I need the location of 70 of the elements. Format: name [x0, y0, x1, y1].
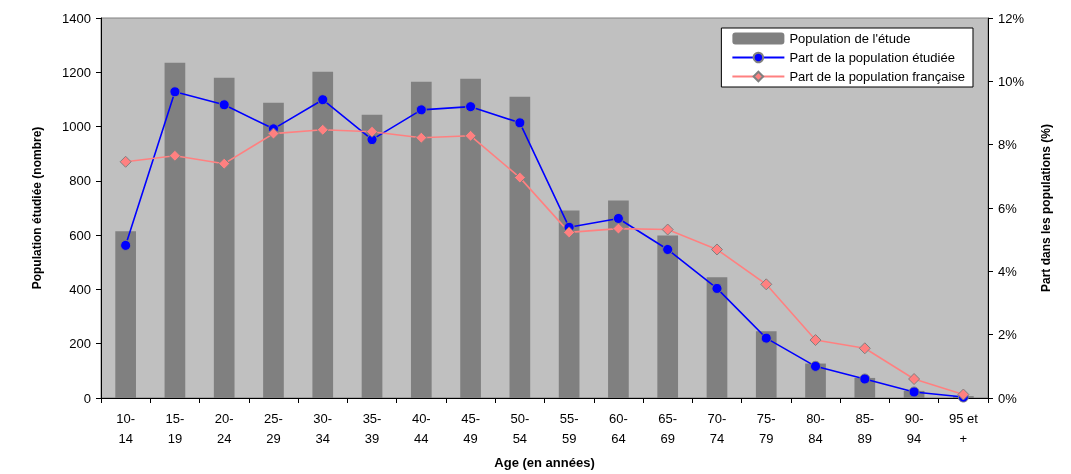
point [612, 222, 625, 235]
point [415, 131, 428, 144]
y-tick-label: 800 [69, 173, 91, 189]
x-tick-label: 75- 79 [756, 410, 776, 446]
legend-label: Part de la population étudiée [789, 50, 955, 65]
point [316, 123, 329, 136]
point [661, 223, 674, 236]
x-tick-label: 35- 39 [362, 410, 382, 446]
y-tick-label: 1000 [62, 119, 91, 135]
y2-tick-label: 4% [998, 263, 1018, 279]
point [169, 86, 181, 98]
y-tick-label: 0 [83, 390, 91, 406]
point [513, 171, 526, 184]
point [662, 243, 674, 255]
point [859, 373, 871, 385]
point [710, 243, 723, 256]
y-tick-label: 600 [69, 227, 91, 243]
point [415, 104, 427, 116]
point [366, 125, 379, 138]
y2-tick-label: 6% [998, 200, 1018, 216]
point [168, 149, 181, 162]
point [908, 373, 921, 385]
x-tick-label: 95 et + [948, 410, 979, 446]
point [908, 386, 920, 398]
legend-label: Part de la population française [789, 69, 966, 84]
x-tick-label: 55- 59 [559, 410, 579, 446]
x-tick-label: 80- 84 [806, 410, 825, 446]
x-tick-label: 10- 14 [116, 410, 136, 446]
y2-tick-label: 0% [998, 390, 1018, 406]
point [514, 117, 526, 129]
point [563, 226, 576, 239]
point [120, 239, 132, 251]
x-tick-label: 70- 74 [707, 410, 727, 446]
x-tick-label: 25- 29 [264, 410, 283, 446]
x-axis-title: Age (en années) [494, 455, 595, 470]
y2-tick-label: 10% [998, 73, 1025, 89]
point [218, 99, 230, 111]
point [465, 101, 477, 113]
y2-tick-label: 8% [998, 137, 1018, 153]
point [464, 129, 477, 142]
x-tick-label: 15- 19 [165, 410, 185, 446]
point [218, 157, 231, 170]
point [760, 332, 772, 344]
y-tick-label: 1400 [62, 10, 91, 26]
y-tick-label: 200 [69, 336, 91, 352]
point [810, 360, 822, 372]
y-tick-label: 400 [69, 281, 91, 297]
y-tick-label: 1200 [62, 64, 91, 80]
point [317, 94, 329, 106]
x-tick-label: 60- 64 [609, 410, 628, 446]
legend-label: Population de l'étude [789, 31, 911, 46]
point [809, 334, 822, 347]
point [760, 278, 773, 291]
x-tick-label: 90- 94 [904, 410, 924, 446]
point [612, 212, 624, 224]
x-tick-label: 85- 89 [855, 410, 875, 446]
x-tick-label: 50- 54 [510, 410, 530, 446]
y-axis-title: Population étudiée (nombre) [30, 126, 44, 290]
x-tick-label: 30- 34 [313, 410, 333, 446]
y2-tick-label: 2% [998, 327, 1018, 343]
y2-axis-title: Part dans les populations (%) [1039, 123, 1053, 293]
point [711, 282, 723, 294]
point [119, 155, 132, 168]
x-tick-label: 65- 69 [658, 410, 678, 446]
point [267, 127, 280, 140]
x-tick-label: 20- 24 [214, 410, 234, 446]
x-tick-label: 45- 49 [461, 410, 480, 446]
point [858, 342, 871, 355]
y2-tick-label: 12% [998, 10, 1025, 26]
x-tick-label: 40- 44 [411, 410, 431, 446]
